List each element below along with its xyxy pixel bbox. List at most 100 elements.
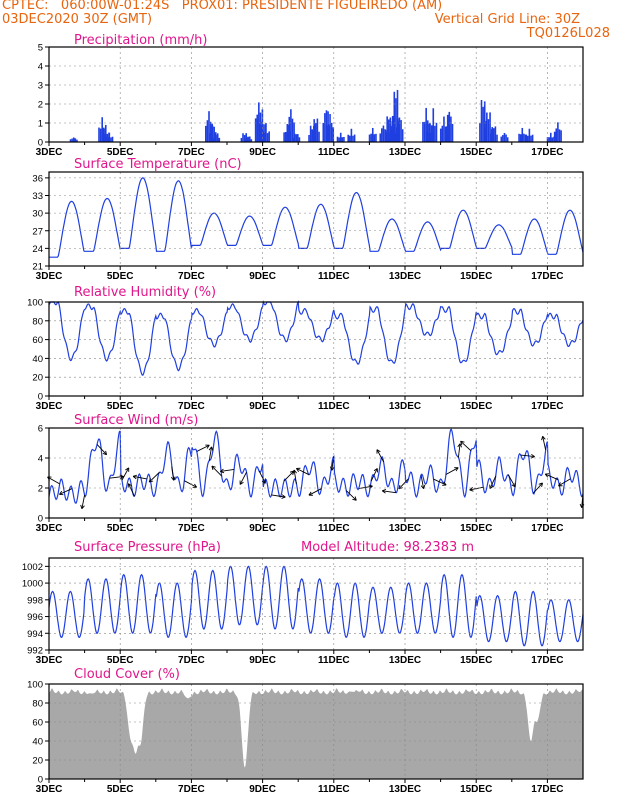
precip-bar	[386, 116, 388, 142]
ytick-label: 100	[27, 298, 43, 309]
xtick-label: 7DEC	[178, 655, 205, 666]
xtick-label: 5DEC	[107, 655, 134, 666]
ytick-label: 0	[38, 514, 43, 525]
plot-frame	[48, 171, 584, 267]
precip-bar	[243, 135, 246, 142]
precip-bar	[400, 120, 402, 142]
ytick-label: 30	[32, 209, 43, 220]
precip-bar	[309, 125, 312, 142]
xtick-label: 3DEC	[36, 271, 63, 282]
panel-title-cloud: Cloud Cover (%)	[74, 667, 180, 682]
plot-frame	[48, 427, 584, 519]
precip-bar	[487, 119, 490, 142]
precip-bar	[110, 137, 112, 142]
xtick-label: 15DEC	[460, 523, 492, 534]
precip-bar	[560, 130, 562, 142]
precip-bar	[398, 117, 401, 142]
precip-bar	[308, 134, 310, 142]
xtick-label: 5DEC	[107, 401, 134, 412]
xtick-label: 15DEC	[460, 147, 492, 158]
precip-bar	[388, 132, 390, 142]
precip-bar	[389, 121, 392, 142]
wind-vector	[109, 476, 124, 479]
wind-arrowhead	[538, 482, 543, 487]
precip-bar	[546, 137, 549, 142]
xtick-label: 9DEC	[249, 655, 276, 666]
wind-vector	[308, 488, 322, 496]
precip-bar	[295, 134, 298, 142]
precip-bar	[506, 137, 509, 142]
xtick-label: 17DEC	[531, 147, 563, 158]
precip-bar	[521, 127, 524, 142]
wind-vector	[196, 444, 210, 452]
precip-bar	[206, 120, 209, 142]
precip-bar	[341, 137, 344, 142]
precip-bar	[208, 111, 210, 142]
precip-bar	[555, 128, 558, 142]
precip-bar	[315, 123, 317, 142]
precip-bar	[531, 134, 534, 142]
precip-bar	[446, 114, 449, 142]
precip-bar	[423, 121, 426, 142]
precip-bar	[434, 125, 436, 142]
precip-bar	[298, 137, 301, 142]
precip-bar	[551, 137, 554, 142]
ytick-label: 60	[32, 335, 43, 346]
wind-arrowhead	[295, 467, 301, 472]
ytick-label: 36	[32, 173, 43, 184]
wind-vector	[271, 494, 286, 498]
ytick-label: 20	[32, 756, 43, 767]
precip-bar	[283, 132, 285, 142]
ytick-label: 40	[32, 737, 43, 748]
precip-bar	[327, 124, 330, 142]
xtick-label: 9DEC	[249, 523, 276, 534]
precip-bar	[396, 89, 399, 142]
precip-bar	[486, 112, 488, 142]
wind-arrowhead	[373, 468, 378, 473]
precip-bar	[291, 118, 294, 142]
wind-arrowhead	[125, 467, 130, 472]
panel-precip: 0 1 2 3 4 5 3DEC 5DEC 7DEC 9DEC 11DEC 13DEC 15DEC 17D…	[36, 33, 584, 158]
xtick-label: 7DEC	[178, 271, 205, 282]
wind-vector	[211, 465, 222, 477]
panel-title-precip: Precipitation (mm/h)	[74, 33, 207, 48]
wind-vector	[398, 478, 409, 490]
precip-bar	[443, 116, 445, 142]
precip-bar	[324, 113, 326, 142]
precip-bar	[439, 128, 442, 142]
precip-bar	[430, 125, 433, 142]
precip-bar	[505, 134, 507, 142]
panel-cloud: 0 20 40 60 80 100 3DEC 5DEC 7DEC 9DEC 11DEC 13DEC 15…	[27, 667, 584, 795]
xtick-label: 13DEC	[389, 401, 421, 412]
precip-bar	[448, 111, 451, 142]
wind-line	[48, 428, 584, 504]
xtick-label: 17DEC	[531, 784, 563, 795]
panel-rh: 0 20 40 60 80 100 3DEC 5DEC 7DEC 9DEC 11DEC 13DEC 15…	[27, 285, 584, 412]
precip-bar	[338, 137, 340, 142]
xtick-label: 9DEC	[249, 401, 276, 412]
wind-vector	[208, 446, 213, 461]
precip-bar	[553, 131, 556, 142]
precip-bar	[106, 137, 109, 142]
ytick-label: 1000	[22, 579, 43, 590]
wind-vector	[331, 456, 335, 471]
wind-arrowhead	[541, 435, 546, 441]
precip-bar	[330, 122, 333, 142]
xtick-label: 17DEC	[531, 655, 563, 666]
precip-bar	[395, 127, 398, 142]
panel-pres: 992 994 996 998 1000 1002 3DEC 5DEC 7DEC 9DEC 11DE…	[22, 540, 584, 666]
precip-bar	[395, 98, 397, 142]
precip-bar	[425, 107, 427, 142]
precip-bar	[293, 133, 296, 142]
precip-bar	[381, 128, 383, 142]
ytick-label: 4	[38, 62, 43, 73]
header-model: TQ0126L028	[526, 26, 610, 41]
ytick-label: 5	[38, 43, 43, 54]
precip-bar	[435, 122, 438, 142]
panel-title-rh: Relative Humidity (%)	[74, 285, 216, 300]
wind-arrowhead	[381, 488, 387, 494]
precip-bar	[72, 137, 75, 142]
precip-bar	[379, 133, 382, 142]
precip-bar	[254, 118, 257, 142]
ytick-label: 6	[38, 424, 43, 435]
